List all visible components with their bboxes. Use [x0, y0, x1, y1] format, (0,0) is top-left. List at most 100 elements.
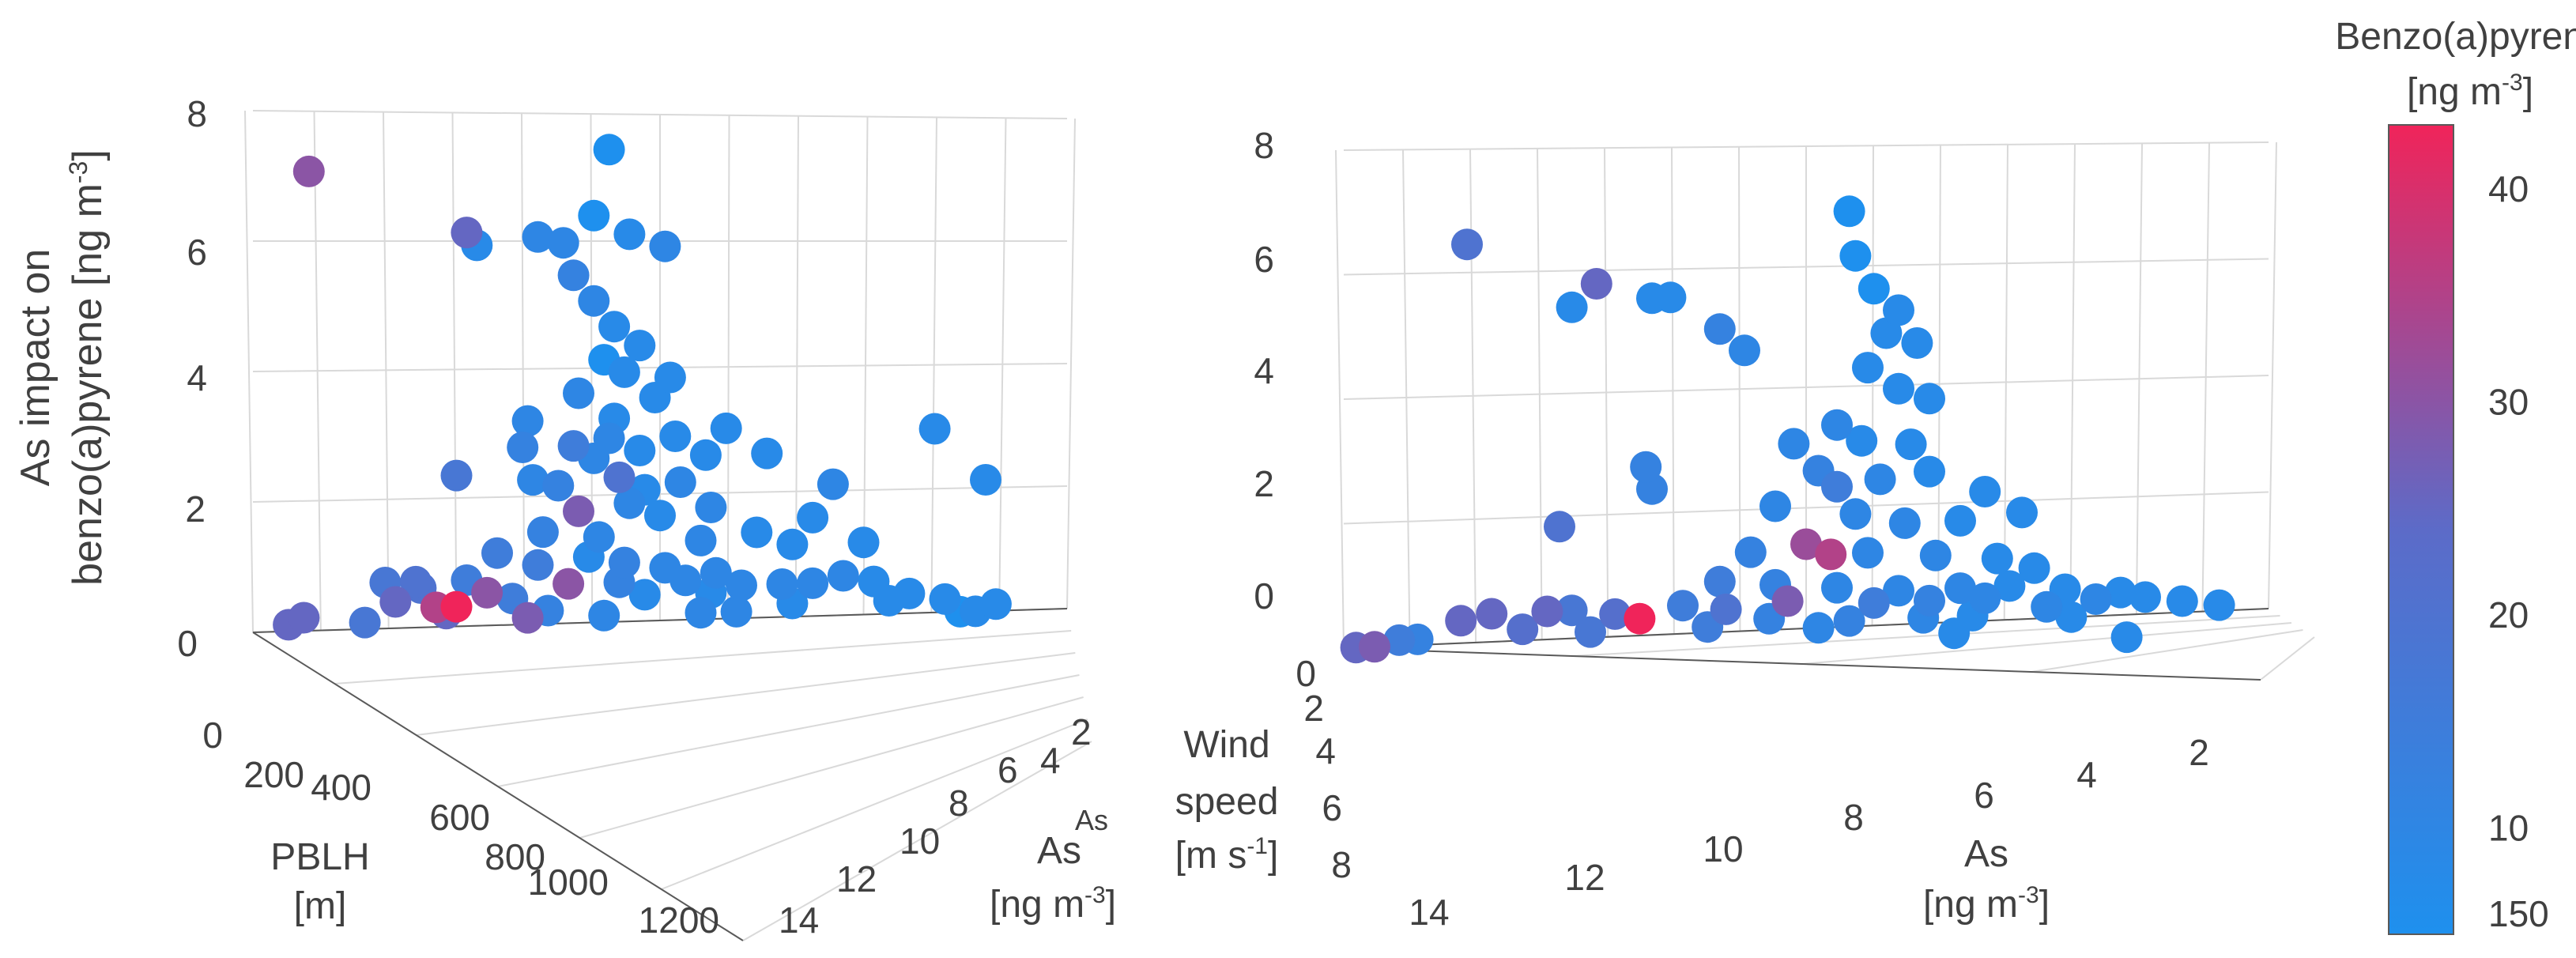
data-point: [827, 560, 859, 592]
grid-line: [497, 674, 1080, 787]
data-point: [1993, 570, 2026, 602]
data-point: [1729, 334, 1760, 367]
data-point: [1821, 571, 1853, 604]
chart-left-y-label-line2: [ng m-3]: [990, 882, 1116, 926]
data-point: [1895, 428, 1927, 461]
data-point: [720, 595, 752, 628]
data-point: [1759, 490, 1791, 522]
data-point: [628, 579, 661, 611]
chart-right-z-tick: 0: [1254, 575, 1274, 617]
data-point: [2006, 496, 2038, 529]
grid-line: [313, 111, 322, 631]
chart-left-z-tick: 8: [187, 93, 207, 134]
grid-line: [2031, 629, 2303, 673]
data-point: [1852, 537, 1884, 569]
data-point: [593, 422, 625, 454]
chart-right-y-label-line2: [ng m-3]: [1923, 882, 2050, 926]
data-point: [1630, 451, 1662, 483]
data-point: [2203, 589, 2235, 621]
data-point: [1580, 268, 1612, 300]
chart-left-x-tick: 200: [243, 754, 304, 795]
grid-line: [661, 718, 1088, 890]
data-point: [288, 602, 320, 634]
data-point: [1858, 586, 1890, 619]
data-point: [1734, 536, 1767, 568]
data-point: [522, 549, 554, 581]
chart-left-y-tick: 10: [900, 820, 940, 862]
chart-right: 0 2 4 6 8 0 2 4 6 8 2 4 6 8 10 12 14 Win…: [1175, 125, 2315, 933]
data-point: [563, 495, 594, 527]
chart-right-x-tick: 2: [1303, 688, 1324, 729]
data-point: [1883, 372, 1914, 405]
data-point: [1790, 528, 1822, 560]
chart-right-z-tick: 2: [1254, 463, 1274, 504]
data-point: [608, 356, 640, 388]
grid-line: [2268, 141, 2277, 609]
chart-left-y-tick: 4: [1040, 740, 1061, 781]
axis-edge: [252, 632, 744, 941]
grid-line: [1572, 615, 2280, 657]
chart-right-grid: [1335, 141, 2315, 681]
chart-left-x-tick: 600: [429, 797, 490, 838]
chart-left-z-tick: 6: [187, 232, 207, 273]
data-point: [557, 259, 590, 292]
grid-line: [579, 696, 1084, 839]
axis-edge: [252, 608, 1068, 633]
data-point: [471, 576, 504, 609]
data-point: [710, 412, 742, 444]
data-point: [1451, 228, 1483, 261]
colorbar-tick-label: 10: [2488, 807, 2529, 848]
data-point: [451, 217, 483, 249]
data-point: [517, 464, 549, 496]
chart-left-x-label-line2: [m]: [294, 885, 347, 927]
data-point: [1833, 195, 1865, 228]
data-point: [1883, 294, 1914, 326]
colorbar-tick-label: 150: [2488, 893, 2549, 934]
grid-line: [998, 118, 1007, 611]
chart-right-y-tick: 2: [2189, 732, 2209, 773]
data-point: [1888, 507, 1921, 539]
data-point: [1476, 598, 1508, 630]
data-point: [1914, 455, 1945, 488]
data-point: [511, 405, 544, 437]
data-point: [1821, 470, 1853, 503]
data-point: [685, 524, 717, 556]
colorbar-title-line2: [ng m-3]: [2407, 70, 2533, 113]
chart-right-z-tick: 4: [1254, 350, 1274, 391]
data-point: [624, 435, 656, 466]
data-point: [2110, 621, 2143, 654]
data-point: [1778, 428, 1810, 460]
data-point: [689, 439, 722, 471]
data-point: [400, 565, 432, 598]
grid-line: [1537, 148, 1543, 640]
grid-line: [742, 741, 1092, 941]
chart-right-y-tick: 12: [1564, 857, 1605, 898]
data-point: [649, 230, 681, 262]
data-point: [588, 599, 620, 632]
chart-left-x-label-line1: PBLH: [270, 836, 369, 878]
data-point: [1883, 575, 1914, 607]
chart-right-y-tick: 8: [1843, 797, 1864, 838]
data-point: [578, 199, 610, 232]
grid-line: [521, 113, 526, 625]
data-point: [695, 492, 727, 523]
data-point: [1544, 511, 1575, 543]
data-point: [685, 597, 717, 629]
data-point: [557, 430, 590, 462]
grid-line: [2135, 143, 2143, 615]
grid-line: [1671, 147, 1675, 635]
chart-left-y-tick: 14: [779, 900, 819, 941]
data-point: [613, 487, 646, 519]
grid-line: [1335, 149, 1345, 649]
data-point: [440, 459, 473, 492]
chart-left-x-tick: 400: [311, 767, 372, 808]
chart-left-y-tick: 2: [1071, 711, 1092, 752]
grid-line: [726, 115, 730, 619]
data-point: [659, 421, 692, 452]
data-point: [1914, 584, 1945, 617]
grid-line: [416, 652, 1076, 736]
data-point: [563, 377, 594, 409]
colorbar-title-line1: Benzo(a)pyrene: [2335, 16, 2576, 58]
data-point: [1914, 383, 1945, 415]
data-point: [1703, 565, 1736, 598]
